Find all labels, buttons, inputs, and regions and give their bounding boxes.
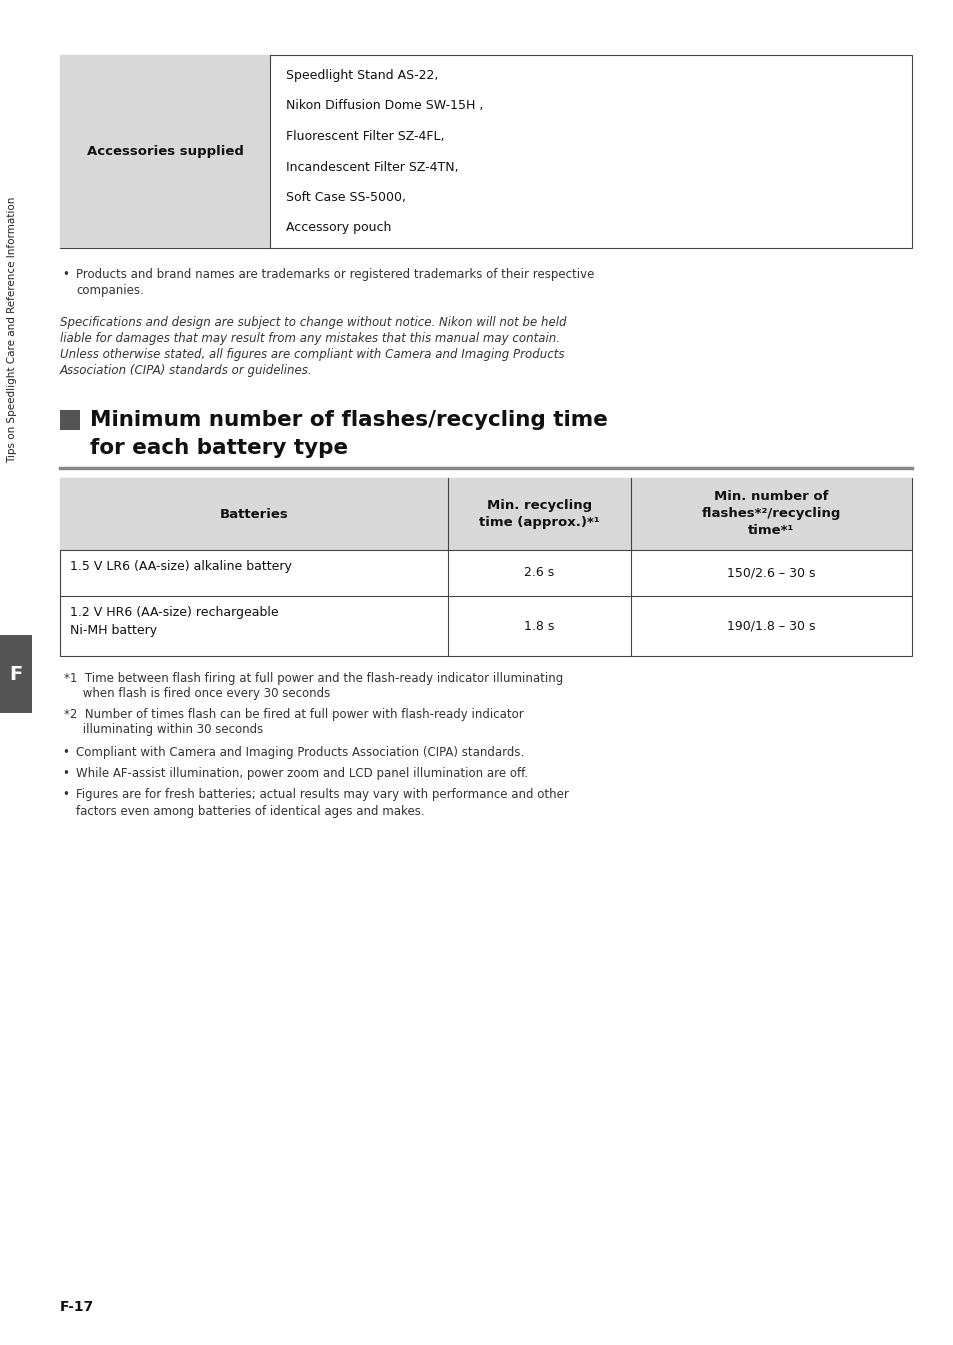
Text: Min. recycling
time (approx.)*¹: Min. recycling time (approx.)*¹ bbox=[478, 499, 599, 529]
Text: *1  Time between flash firing at full power and the flash-ready indicator illumi: *1 Time between flash firing at full pow… bbox=[64, 672, 562, 685]
Text: •: • bbox=[62, 746, 69, 759]
Text: Tips on Speedlight Care and Reference Information: Tips on Speedlight Care and Reference In… bbox=[7, 196, 17, 463]
Text: liable for damages that may result from any mistakes that this manual may contai: liable for damages that may result from … bbox=[60, 332, 559, 346]
Text: 150/2.6 – 30 s: 150/2.6 – 30 s bbox=[726, 566, 815, 580]
Text: 1.8 s: 1.8 s bbox=[523, 620, 554, 632]
Text: F-17: F-17 bbox=[60, 1301, 94, 1314]
Text: illuminating within 30 seconds: illuminating within 30 seconds bbox=[64, 724, 263, 736]
Text: companies.: companies. bbox=[76, 284, 144, 297]
Bar bbox=[60, 55, 270, 247]
Bar bbox=[60, 55, 911, 247]
Text: Nikon Diffusion Dome SW-15H ,: Nikon Diffusion Dome SW-15H , bbox=[286, 100, 483, 113]
Text: for each battery type: for each battery type bbox=[90, 438, 348, 459]
Text: Min. number of
flashes*²/recycling
time*¹: Min. number of flashes*²/recycling time*… bbox=[701, 491, 841, 538]
Bar bbox=[60, 477, 911, 550]
Text: Specifications and design are subject to change without notice. Nikon will not b: Specifications and design are subject to… bbox=[60, 316, 566, 330]
Text: Accessory pouch: Accessory pouch bbox=[286, 222, 391, 234]
Text: Unless otherwise stated, all figures are compliant with Camera and Imaging Produ: Unless otherwise stated, all figures are… bbox=[60, 348, 564, 360]
Text: Association (CIPA) standards or guidelines.: Association (CIPA) standards or guidelin… bbox=[60, 364, 313, 377]
Text: Soft Case SS-5000,: Soft Case SS-5000, bbox=[286, 191, 406, 204]
Text: Fluorescent Filter SZ-4FL,: Fluorescent Filter SZ-4FL, bbox=[286, 130, 444, 143]
Text: Figures are for fresh batteries; actual results may vary with performance and ot: Figures are for fresh batteries; actual … bbox=[76, 788, 568, 802]
Text: Minimum number of flashes/recycling time: Minimum number of flashes/recycling time bbox=[90, 410, 607, 430]
Text: when flash is fired once every 30 seconds: when flash is fired once every 30 second… bbox=[64, 687, 330, 699]
Bar bbox=[0, 635, 32, 713]
Text: •: • bbox=[62, 268, 69, 281]
Text: Batteries: Batteries bbox=[219, 507, 288, 521]
Text: Products and brand names are trademarks or registered trademarks of their respec: Products and brand names are trademarks … bbox=[76, 268, 594, 281]
Text: 1.2 V HR6 (AA-size) rechargeable: 1.2 V HR6 (AA-size) rechargeable bbox=[70, 607, 278, 619]
Text: 190/1.8 – 30 s: 190/1.8 – 30 s bbox=[726, 620, 815, 632]
Text: F: F bbox=[10, 664, 23, 683]
Text: Accessories supplied: Accessories supplied bbox=[87, 145, 243, 157]
Text: •: • bbox=[62, 788, 69, 802]
Bar bbox=[60, 477, 911, 656]
Text: Ni-MH battery: Ni-MH battery bbox=[70, 624, 157, 638]
Text: Speedlight Stand AS-22,: Speedlight Stand AS-22, bbox=[286, 69, 438, 82]
Bar bbox=[60, 410, 80, 430]
Text: *2  Number of times flash can be fired at full power with flash-ready indicator: *2 Number of times flash can be fired at… bbox=[64, 707, 523, 721]
Text: While AF-assist illumination, power zoom and LCD panel illumination are off.: While AF-assist illumination, power zoom… bbox=[76, 767, 528, 780]
Text: Compliant with Camera and Imaging Products Association (CIPA) standards.: Compliant with Camera and Imaging Produc… bbox=[76, 746, 524, 759]
Text: Incandescent Filter SZ-4TN,: Incandescent Filter SZ-4TN, bbox=[286, 160, 458, 174]
Text: 1.5 V LR6 (AA-size) alkaline battery: 1.5 V LR6 (AA-size) alkaline battery bbox=[70, 560, 292, 573]
Text: factors even among batteries of identical ages and makes.: factors even among batteries of identica… bbox=[76, 806, 424, 818]
Text: •: • bbox=[62, 767, 69, 780]
Text: 2.6 s: 2.6 s bbox=[523, 566, 554, 580]
